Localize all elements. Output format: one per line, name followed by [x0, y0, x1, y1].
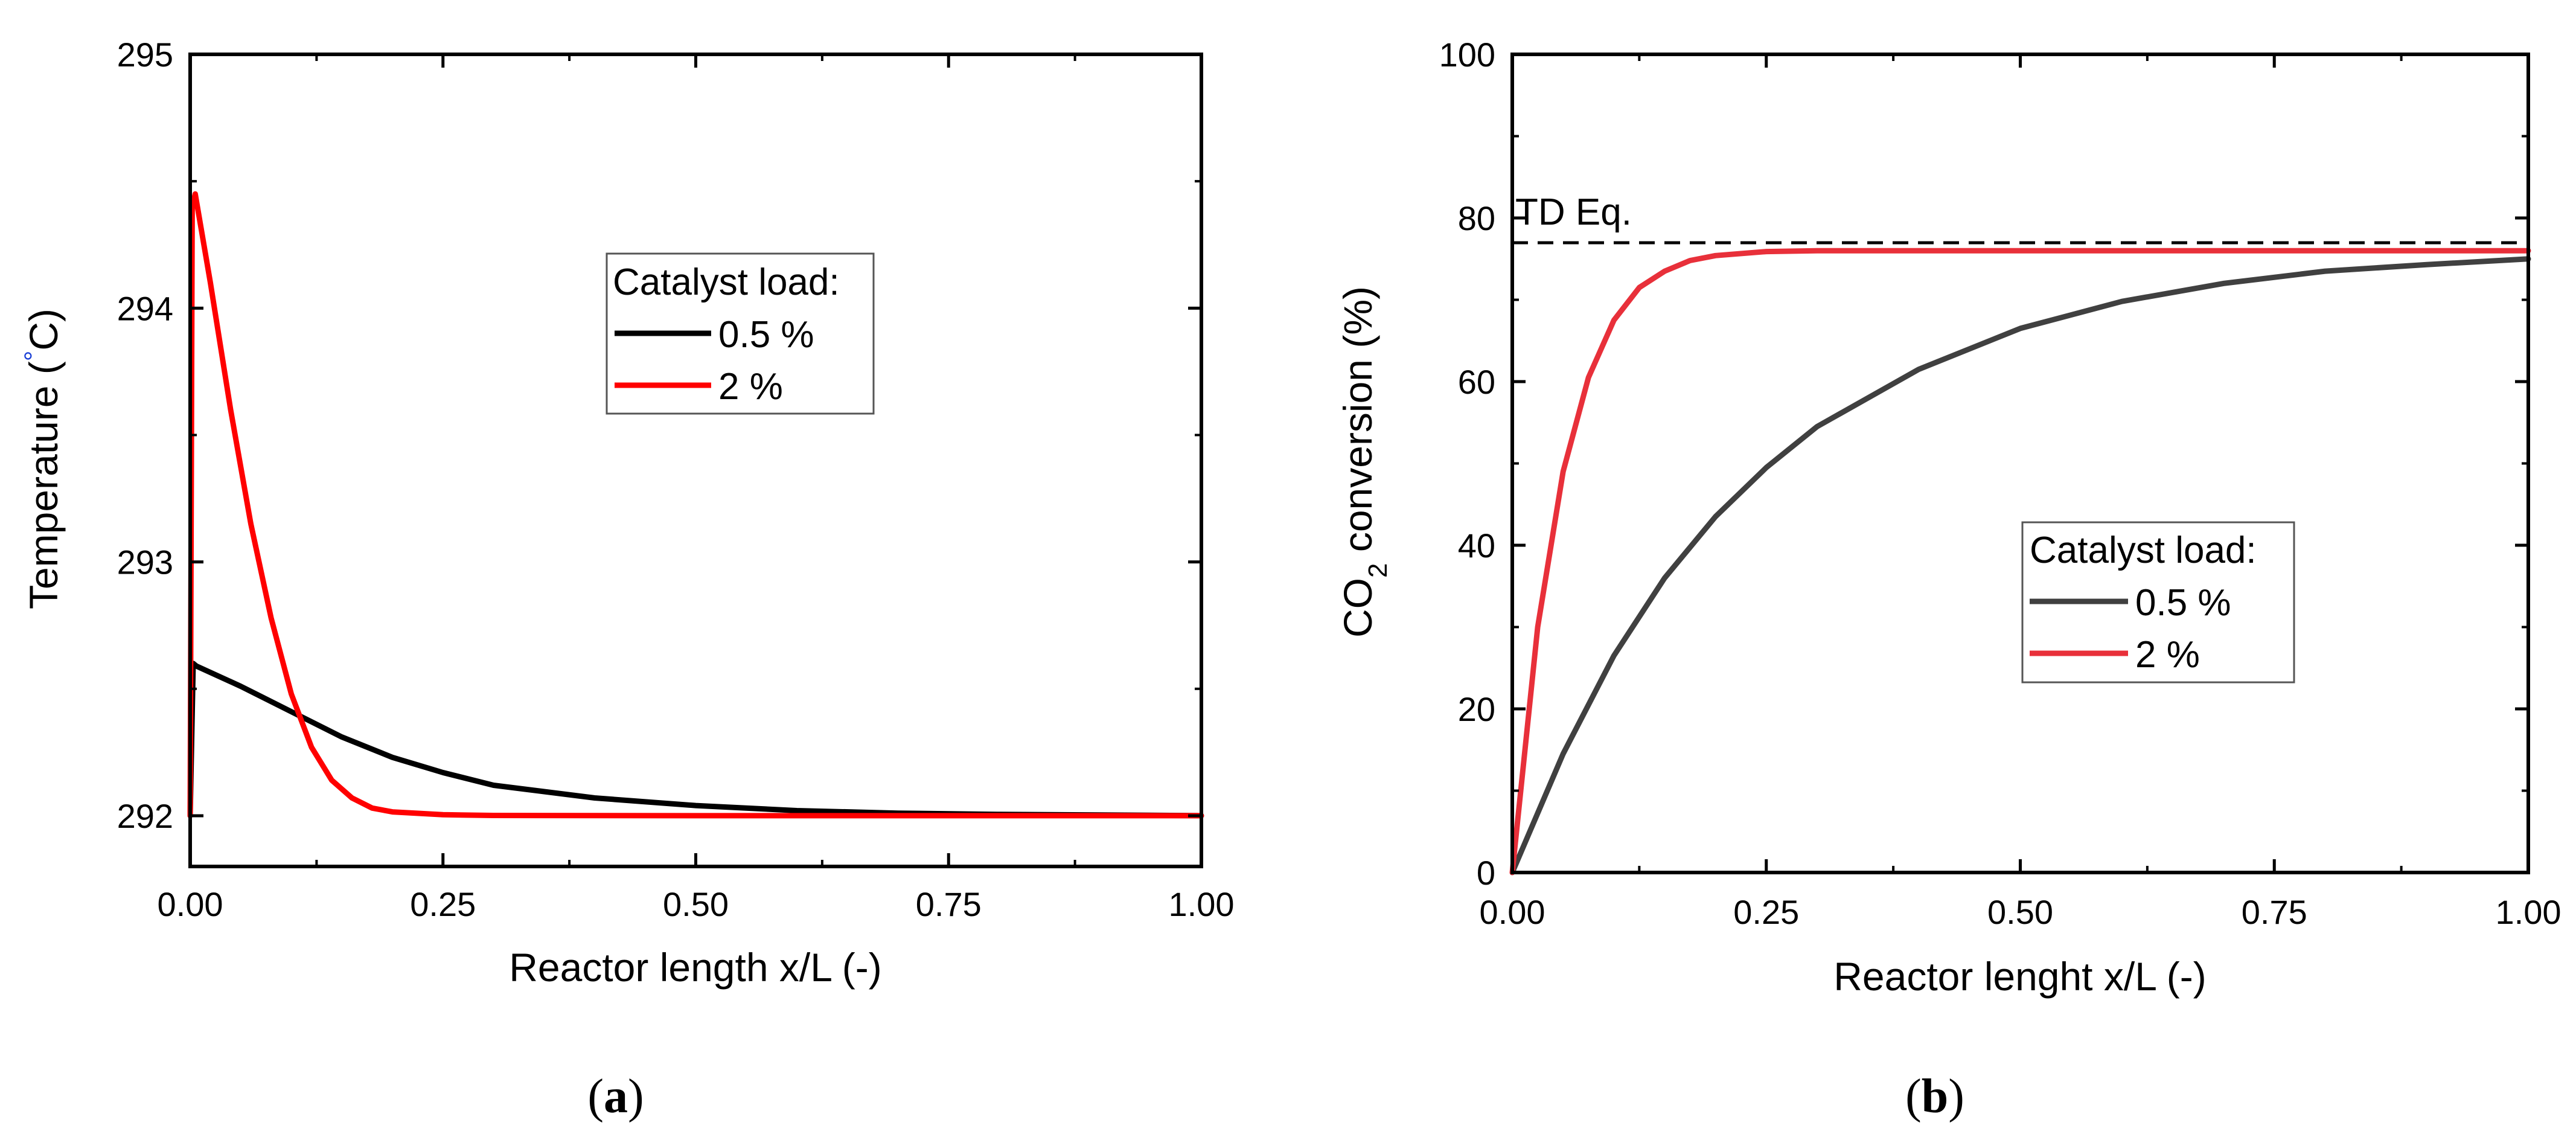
- chart-a-panel-label: (a): [587, 1070, 644, 1123]
- chart-b-xlabel: Reactor lenght x/L (-): [1833, 954, 2206, 999]
- chart-b-xtick-label-4: 1.00: [2496, 893, 2562, 931]
- chart-b-plot-frame: [1510, 53, 2530, 874]
- chart-b-panel-label: (b): [1905, 1070, 1964, 1123]
- chart-b-ylabel-main: CO: [1335, 578, 1380, 638]
- chart-a-plot-frame: [188, 53, 1203, 868]
- chart-a-series-0-line: [187, 661, 1204, 819]
- chart-a-legend-label-0: 0.5 %: [718, 314, 814, 356]
- chart-a-series-1-line: [187, 191, 1204, 819]
- chart-a-xtick-label-2: 0.50: [663, 885, 729, 923]
- chart-b-series-0-line: [1509, 256, 2531, 876]
- chart-b-xtick-label-1: 0.25: [1733, 893, 1799, 931]
- chart-a-xlabel: Reactor length x/L (-): [509, 945, 881, 990]
- chart-a-ticks: [188, 53, 1203, 866]
- chart-a-xtick-label-4: 1.00: [1169, 885, 1235, 923]
- chart-a-ylabel-unit: C): [21, 309, 66, 351]
- chart-a-xtick-label-0: 0.00: [158, 885, 223, 923]
- chart-a-ylabel-degree: °: [19, 351, 49, 362]
- chart-b-ytick-label-3: 60: [1458, 363, 1495, 401]
- chart-b-ytick-label-1: 20: [1458, 690, 1495, 728]
- chart-a-ytick-label-1: 293: [117, 543, 173, 581]
- chart-b-td-eq-label: TD Eq.: [1515, 191, 1632, 233]
- chart-b-series-1-line: [1509, 248, 2531, 876]
- chart-b-legend-label-0: 0.5 %: [2135, 582, 2231, 624]
- chart-b-ytick-label-4: 80: [1458, 199, 1495, 237]
- chart-a-ytick-label-0: 292: [117, 797, 173, 835]
- chart-a-ytick-label-2: 294: [117, 289, 173, 327]
- chart-b-xtick-label-2: 0.50: [1987, 893, 2053, 931]
- chart-b-tick-labels: 0.00 0.25 0.50 0.75 1.00 0 20 40 60 80 100: [1439, 36, 2562, 931]
- chart-b-ytick-label-2: 40: [1458, 527, 1495, 565]
- chart-b-ylabel-sub: 2: [1363, 563, 1393, 578]
- chart-a-ylabel: Temperature (°C): [19, 309, 66, 609]
- chart-b-xtick-label-0: 0.00: [1480, 893, 1545, 931]
- chart-b-xtick-label-3: 0.75: [2242, 893, 2307, 931]
- chart-b-ylabel-rest: conversion (%): [1335, 286, 1380, 563]
- chart-b-ticks: [1510, 53, 2530, 874]
- chart-a-legend-title: Catalyst load:: [613, 261, 840, 303]
- chart-a: 0.00 0.25 0.50 0.75 1.00 292 293 294 295 Reactor…: [19, 36, 1235, 1123]
- chart-b-legend-title: Catalyst load:: [2030, 530, 2257, 571]
- chart-a-legend: Catalyst load: 0.5 % 2 %: [606, 252, 875, 415]
- chart-b-legend-label-1: 2 %: [2135, 634, 2200, 676]
- chart-a-legend-label-1: 2 %: [718, 366, 783, 408]
- chart-a-lines: [187, 191, 1204, 819]
- chart-a-xtick-label-1: 0.25: [410, 885, 476, 923]
- chart-a-tick-labels: 0.00 0.25 0.50 0.75 1.00 292 293 294 295: [117, 36, 1235, 923]
- chart-a-ylabel-main: Temperature (: [21, 361, 66, 609]
- chart-b-ylabel: CO2 conversion (%): [1335, 286, 1393, 638]
- chart-a-xtick-label-3: 0.75: [916, 885, 982, 923]
- chart-b-ytick-label-0: 0: [1477, 854, 1495, 892]
- chart-b-legend: Catalyst load: 0.5 % 2 %: [2021, 521, 2295, 684]
- chart-b-lines: [1509, 248, 2531, 876]
- chart-a-ytick-label-3: 295: [117, 36, 173, 74]
- chart-b-ytick-label-5: 100: [1439, 36, 1495, 74]
